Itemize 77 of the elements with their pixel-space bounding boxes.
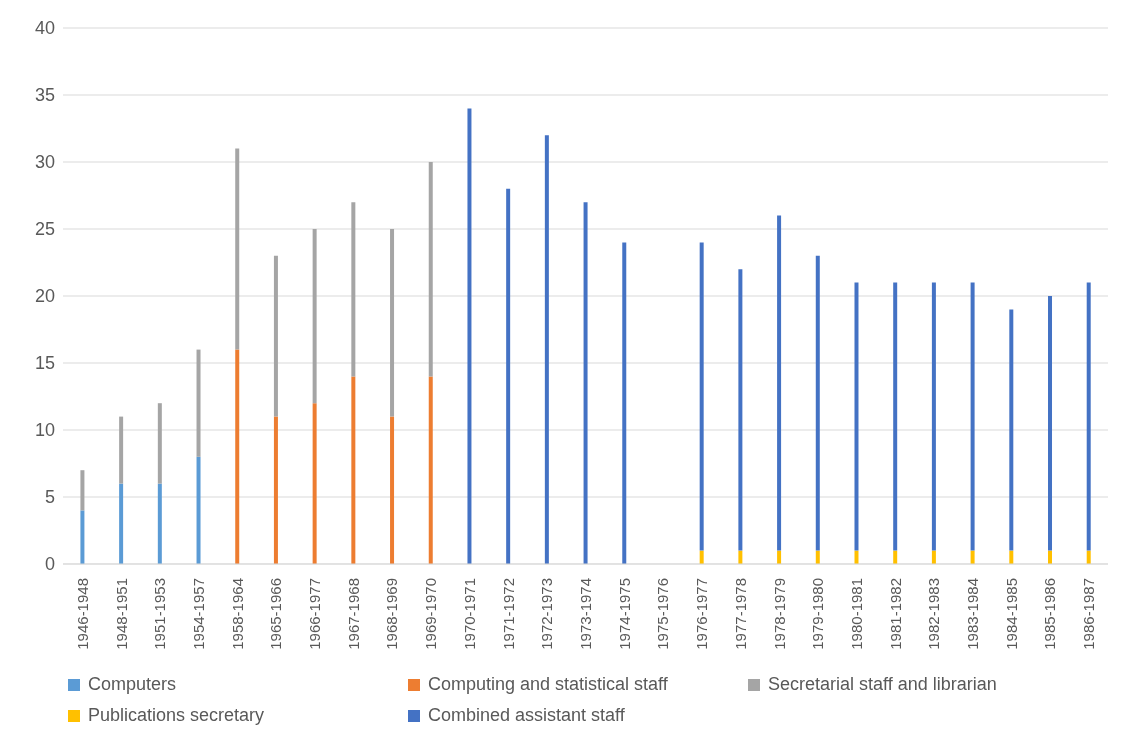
x-tick-label: 1946-1948 bbox=[73, 578, 91, 650]
bar bbox=[390, 229, 395, 417]
x-tick-label: 1975-1976 bbox=[654, 578, 672, 650]
y-tick-label: 30 bbox=[34, 152, 55, 173]
y-tick-label: 40 bbox=[34, 18, 55, 39]
bar bbox=[157, 403, 162, 484]
bar bbox=[854, 282, 859, 551]
bar bbox=[80, 510, 85, 564]
x-tick-label: 1986-1987 bbox=[1080, 578, 1098, 650]
legend-label: Computers bbox=[88, 674, 177, 695]
bar bbox=[119, 483, 124, 564]
x-tick-label: 1979-1980 bbox=[809, 578, 827, 650]
bar bbox=[312, 229, 317, 404]
x-tick-label: 1969-1970 bbox=[422, 578, 440, 650]
legend-label: Publications secretary bbox=[88, 705, 265, 726]
bar bbox=[196, 349, 201, 457]
x-tick-label: 1968-1969 bbox=[383, 578, 401, 650]
legend-label: Secretarial staff and librarian bbox=[768, 674, 997, 695]
x-tick-label: 1981-1982 bbox=[886, 578, 904, 650]
y-tick-label: 20 bbox=[34, 286, 55, 307]
x-tick-label: 1974-1975 bbox=[615, 578, 633, 650]
x-tick-label: 1976-1977 bbox=[693, 578, 711, 650]
x-tick-label: 1966-1977 bbox=[306, 578, 324, 650]
bar bbox=[931, 282, 936, 551]
x-tick-label: 1985-1986 bbox=[1041, 578, 1059, 650]
bar bbox=[893, 282, 898, 551]
bar bbox=[738, 269, 743, 551]
bar bbox=[1086, 282, 1091, 551]
x-tick-label: 1977-1978 bbox=[731, 578, 749, 650]
bar bbox=[815, 255, 820, 551]
x-tick-label: 1971-1972 bbox=[499, 578, 517, 650]
bar bbox=[622, 242, 627, 564]
bar bbox=[235, 148, 240, 350]
y-tick-label: 5 bbox=[44, 487, 55, 508]
bar bbox=[235, 349, 240, 564]
x-tick-label: 1951-1953 bbox=[151, 578, 169, 650]
bar bbox=[351, 376, 356, 564]
y-tick-label: 35 bbox=[34, 85, 55, 106]
bar bbox=[583, 202, 588, 564]
bar bbox=[157, 483, 162, 564]
legend-label: Combined assistant staff bbox=[428, 705, 625, 726]
x-tick-label: 1948-1951 bbox=[112, 578, 130, 650]
bar bbox=[390, 416, 395, 564]
bar bbox=[467, 108, 472, 564]
y-tick-label: 25 bbox=[34, 219, 55, 240]
x-tick-label: 1973-1974 bbox=[577, 578, 594, 650]
x-tick-label: 1980-1981 bbox=[847, 578, 865, 650]
x-tick-label: 1965-1966 bbox=[267, 578, 285, 650]
x-tick-label: 1972-1973 bbox=[538, 578, 556, 650]
x-tick-label: 1958-1964 bbox=[228, 578, 246, 650]
bar bbox=[119, 416, 124, 484]
x-tick-label: 1978-1979 bbox=[770, 578, 788, 650]
bar bbox=[506, 188, 511, 564]
bar bbox=[544, 135, 549, 564]
bar bbox=[1048, 296, 1053, 551]
y-tick-label: 0 bbox=[44, 554, 55, 575]
bar bbox=[699, 242, 704, 551]
bar bbox=[1009, 309, 1014, 551]
bar bbox=[273, 255, 278, 417]
bar bbox=[196, 456, 201, 564]
bar bbox=[273, 416, 278, 564]
legend-label: Computing and statistical staff bbox=[428, 674, 668, 695]
bar bbox=[351, 202, 356, 377]
x-tick-label: 1970-1971 bbox=[460, 578, 478, 650]
x-tick-label: 1967-1968 bbox=[344, 578, 362, 650]
bar bbox=[777, 215, 782, 551]
y-tick-label: 15 bbox=[34, 353, 55, 374]
x-tick-label: 1984-1985 bbox=[1002, 578, 1020, 650]
x-tick-label: 1954-1957 bbox=[189, 578, 207, 650]
y-tick-label: 10 bbox=[34, 420, 55, 441]
bar bbox=[428, 162, 433, 377]
bar bbox=[428, 376, 433, 564]
x-tick-label: 1982-1983 bbox=[925, 578, 943, 650]
bar bbox=[312, 403, 317, 564]
bar bbox=[80, 470, 85, 511]
bar bbox=[970, 282, 975, 551]
x-tick-label: 1983-1984 bbox=[964, 578, 982, 650]
